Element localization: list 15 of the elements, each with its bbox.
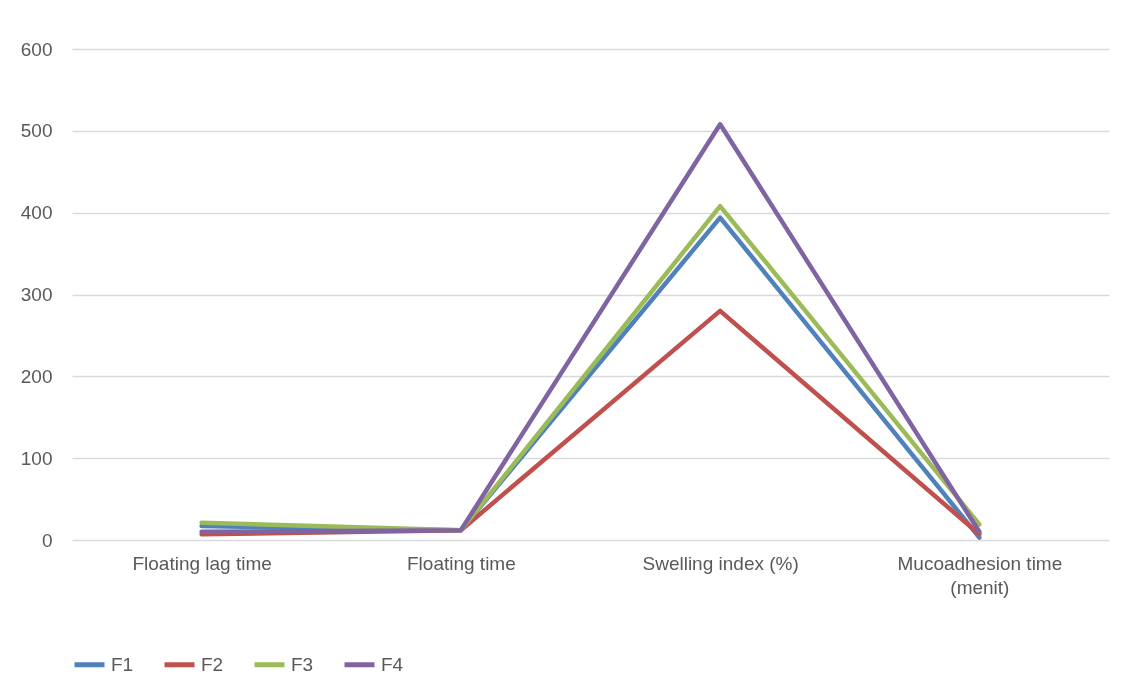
y-tick-label: 300 bbox=[20, 284, 53, 305]
y-tick-label: 0 bbox=[41, 529, 53, 551]
y-tick-label: 400 bbox=[20, 202, 53, 224]
legend-label: F2 bbox=[201, 653, 224, 675]
x-tick-label: Mucoadhesion time (menit) bbox=[897, 552, 1063, 598]
y-tick-label: 500 bbox=[20, 120, 53, 142]
y-tick-label: 100 bbox=[20, 447, 53, 469]
y-tick-label: 600 bbox=[20, 38, 53, 60]
x-tick-label: Swelling index (%) bbox=[642, 552, 799, 574]
x-tick-label: Floating time bbox=[406, 552, 516, 574]
x-tick-label: Floating lag time bbox=[132, 552, 272, 574]
y-tick-label: 200 bbox=[20, 365, 53, 387]
legend-label: F1 bbox=[111, 653, 134, 675]
legend-label: F3 bbox=[291, 653, 314, 675]
legend-label: F4 bbox=[381, 653, 404, 675]
